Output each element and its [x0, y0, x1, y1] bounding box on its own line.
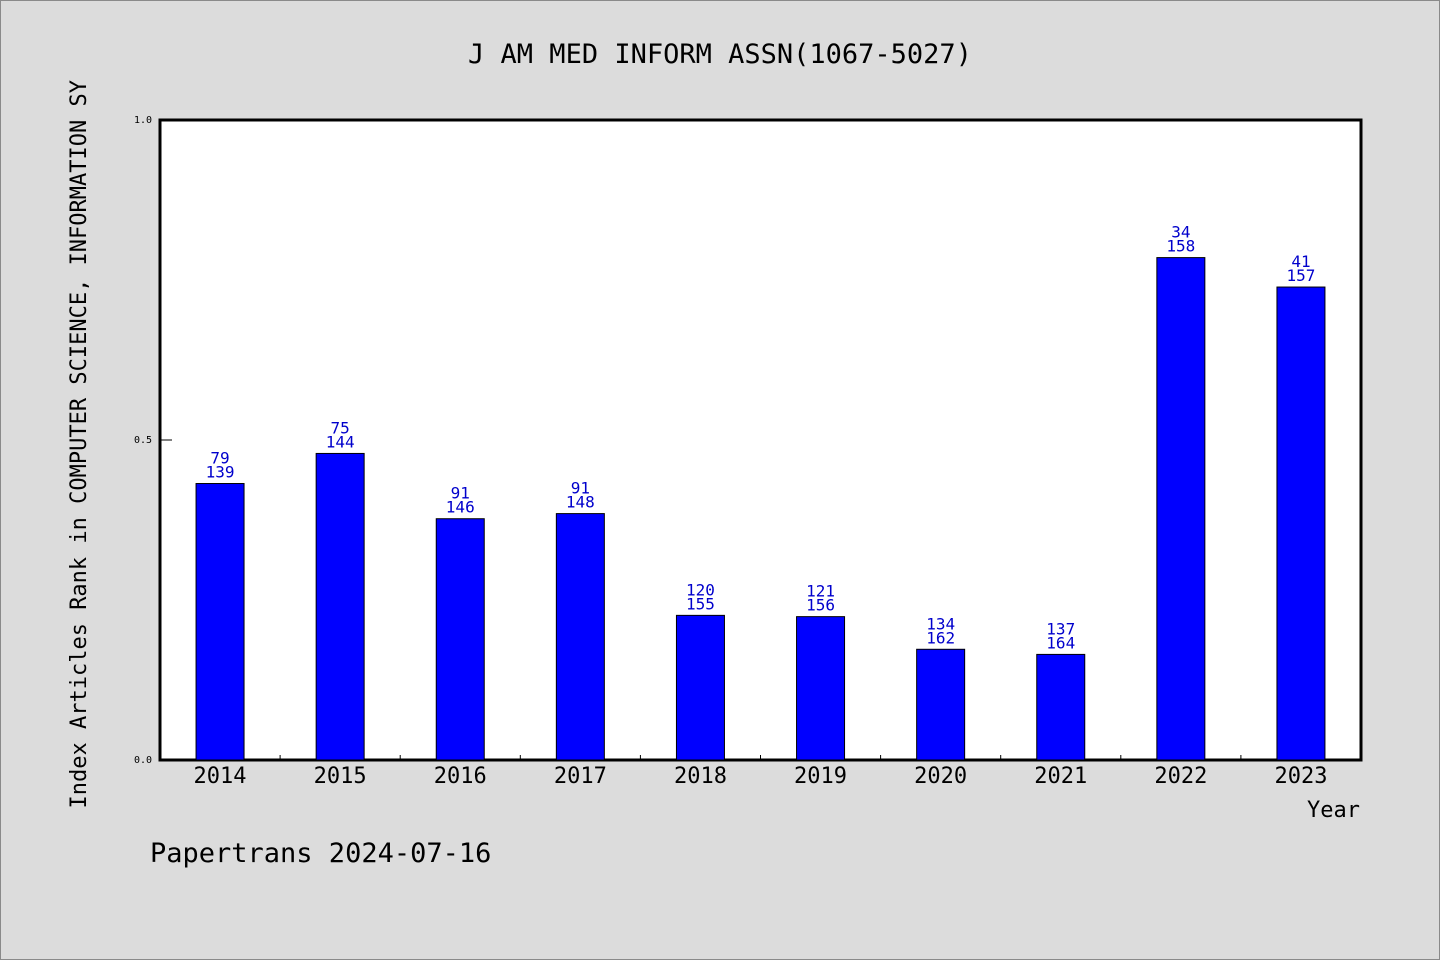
y-tick-label-0.5: 0.5 [134, 435, 152, 446]
x-tick-label-2014: 2014 [194, 764, 247, 789]
footer-text: Papertrans 2024-07-16 [150, 838, 491, 869]
x-tick-label-2018: 2018 [674, 764, 727, 789]
y-tick-label-1.0: 1.0 [134, 115, 152, 126]
data-label-top-2022: 34 [1171, 223, 1190, 242]
data-label-top-2017: 91 [571, 479, 590, 498]
data-label-top-2021: 137 [1046, 619, 1075, 638]
bar-2014 [195, 483, 245, 761]
y-ticks-group: 0.0 0.5 1.0 [134, 115, 172, 766]
data-label-top-2018: 120 [686, 580, 715, 599]
bar-2018 [675, 614, 725, 761]
data-label-bottom-2023: 157 [1286, 266, 1315, 285]
x-tick-label-2015: 2015 [314, 764, 367, 789]
chart-title: J AM MED INFORM ASSN(1067-5027) [468, 39, 972, 70]
data-label-top-2020: 134 [926, 614, 955, 633]
data-label-bottom-2022: 158 [1166, 237, 1195, 256]
data-label-top-2016: 91 [451, 484, 470, 503]
bar-2023 [1276, 286, 1326, 761]
x-tick-label-2021: 2021 [1034, 764, 1087, 789]
bar-2015 [315, 452, 365, 761]
data-label-top-2015: 75 [331, 418, 350, 437]
bar-2020 [916, 648, 966, 761]
x-tick-label-2017: 2017 [554, 764, 607, 789]
x-axis-title: Year [1307, 798, 1360, 823]
x-tick-label-2016: 2016 [434, 764, 487, 789]
y-tick-label-0.0: 0.0 [134, 755, 152, 766]
data-label-bottom-2017: 148 [566, 493, 595, 512]
bar-2019 [796, 616, 846, 761]
bar-2016 [435, 518, 485, 761]
data-label-bottom-2020: 162 [926, 628, 955, 647]
data-label-bottom-2019: 156 [806, 596, 835, 615]
x-ticks-group: 2014 2015 2016 2017 2018 2019 2020 2021 2022 2023 [194, 755, 1327, 789]
data-label-top-2019: 121 [806, 582, 835, 601]
x-tick-label-2023: 2023 [1274, 764, 1327, 789]
data-label-bottom-2015: 144 [326, 432, 355, 451]
x-tick-label-2019: 2019 [794, 764, 847, 789]
data-label-top-2014: 79 [210, 449, 229, 468]
x-tick-label-2022: 2022 [1154, 764, 1207, 789]
bar-2017 [555, 513, 605, 761]
data-label-bottom-2014: 139 [206, 463, 235, 482]
bar-2022 [1156, 257, 1206, 761]
bar-2021 [1036, 653, 1086, 761]
x-tick-label-2020: 2020 [914, 764, 967, 789]
data-label-bottom-2016: 146 [446, 498, 475, 517]
data-label-bottom-2018: 155 [686, 594, 715, 613]
data-label-bottom-2021: 164 [1046, 633, 1075, 652]
y-axis-title: Index Articles Rank in COMPUTER SCIENCE,… [67, 80, 92, 808]
data-label-top-2023: 41 [1291, 252, 1310, 271]
